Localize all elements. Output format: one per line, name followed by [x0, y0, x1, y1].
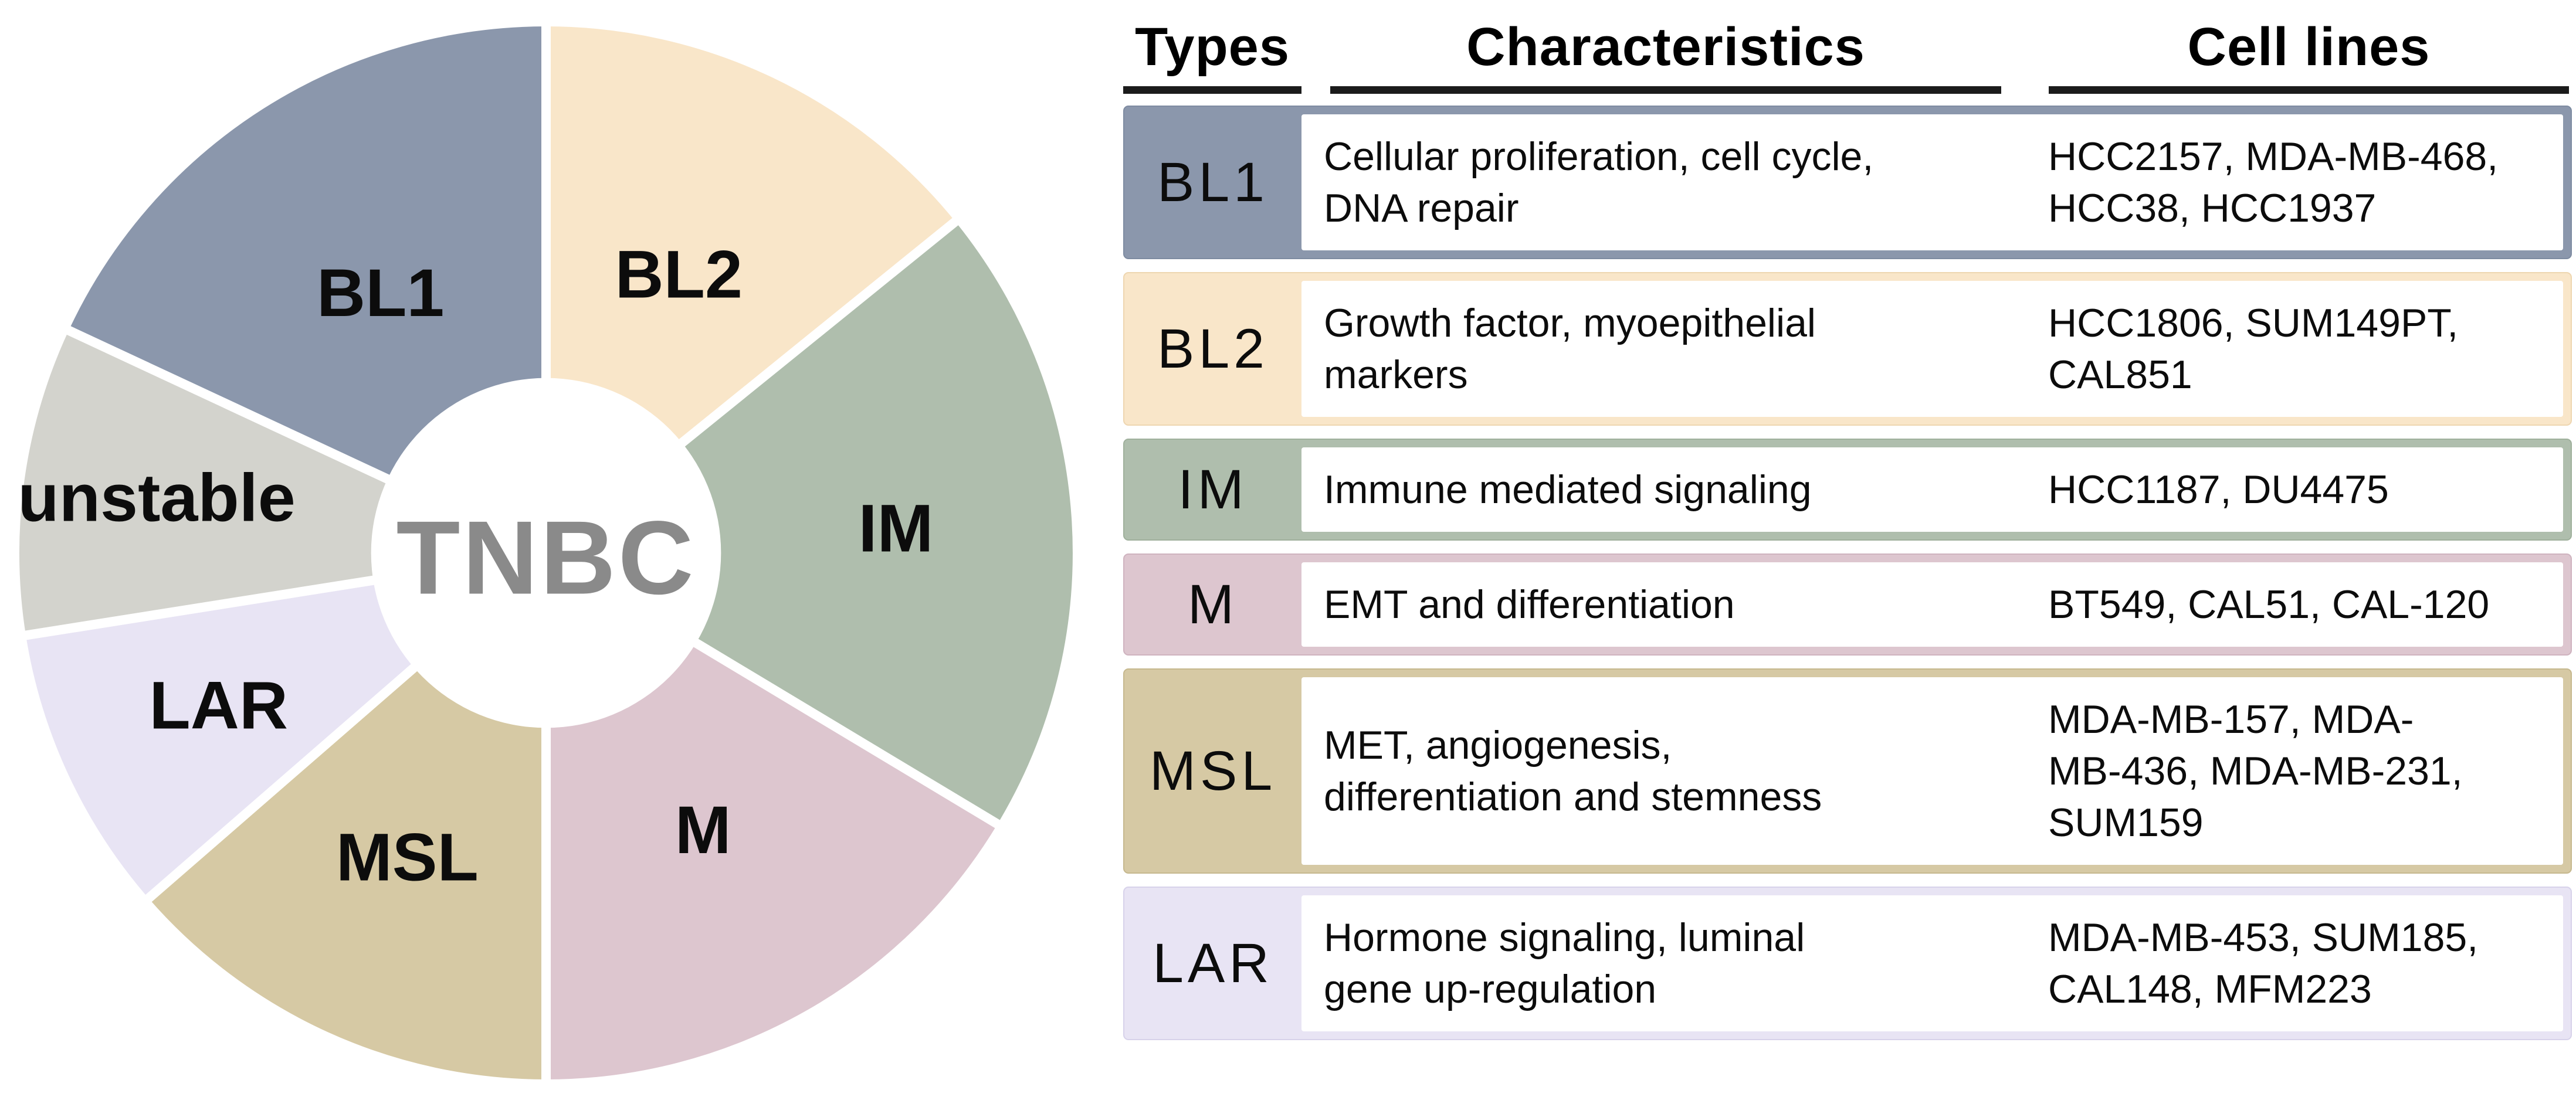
pie-slice-label-msl: MSL — [336, 820, 479, 895]
cell-lines-cell: HCC1187, DU4475 — [2048, 467, 2389, 512]
pie-slice-bl1 — [59, 17, 551, 558]
cell-lines-cell: BT549, CAL51, CAL-120 — [2048, 582, 2490, 627]
pie-center-circle — [371, 378, 721, 728]
characteristics-cell: Hormone signaling, luminal gene up-regul… — [1324, 915, 1805, 1011]
tnbc-subtypes-table: Types Characteristics Cell lines BL1 Cell… — [1123, 6, 2572, 1040]
table-row-m: M EMT and differentiation BT549, CAL51, CA… — [1123, 554, 2572, 656]
pie-slice-im — [541, 213, 1082, 831]
pie-slice-label-lar: LAR — [149, 668, 288, 743]
tnbc-pie-svg: TNBC BL2 IM M MSL LAR unstable BL1 — [9, 17, 1082, 1089]
characteristics-cell: MET, angiogenesis, differentiation and s… — [1324, 723, 1822, 819]
characteristics-cell: Cellular proliferation, cell cycle, DNA … — [1324, 134, 1874, 230]
characteristics-cell: EMT and differentiation — [1324, 582, 1735, 627]
table-header-row: Types Characteristics Cell lines — [1123, 6, 2572, 94]
row-content-panel: Hormone signaling, luminal gene up-regul… — [1301, 895, 2563, 1031]
pie-slice-label-bl2: BL2 — [615, 237, 743, 313]
type-cell: BL1 — [1157, 151, 1269, 213]
pie-slice-label-m: M — [675, 793, 731, 868]
cell-lines-cell: MDA-MB-453, SUM185, CAL148, MFM223 — [2048, 915, 2479, 1011]
tnbc-subtypes-pie: TNBC BL2 IM M MSL LAR unstable BL1 — [0, 7, 1092, 1099]
table-body: BL1 Cellular proliferation, cell cycle, D… — [1123, 106, 2572, 1040]
cell-lines-cell: MDA-MB-157, MDA- MB-436, MDA-MB-231, SUM… — [2048, 697, 2463, 845]
row-content-panel: Growth factor, myoepithelial markers HCC1… — [1301, 281, 2563, 417]
table-row-im: IM Immune mediated signaling HCC1187, DU44… — [1123, 439, 2572, 541]
row-content-panel: MET, angiogenesis, differentiation and s… — [1301, 677, 2563, 865]
row-content-panel: Immune mediated signaling HCC1187, DU4475 — [1301, 447, 2563, 532]
column-header-characteristics: Characteristics — [1330, 6, 2001, 94]
type-cell: IM — [1178, 458, 1248, 521]
type-cell: M — [1187, 573, 1239, 636]
type-cell: LAR — [1153, 932, 1273, 994]
column-header-cell-lines: Cell lines — [2049, 6, 2569, 94]
pie-slice-label-bl1: BL1 — [317, 256, 444, 331]
cell-lines-cell: HCC1806, SUM149PT, CAL851 — [2048, 301, 2459, 397]
pie-slice-label-unstable: unstable — [18, 461, 295, 536]
type-cell: BL2 — [1157, 317, 1269, 380]
characteristics-cell: Immune mediated signaling — [1324, 467, 1812, 512]
pie-center-label: TNBC — [396, 500, 696, 616]
cell-lines-cell: HCC2157, MDA-MB-468, HCC38, HCC1937 — [2048, 134, 2499, 230]
type-cell: MSL — [1149, 739, 1277, 802]
table-row-bl1: BL1 Cellular proliferation, cell cycle, D… — [1123, 106, 2572, 259]
row-content-panel: EMT and differentiation BT549, CAL51, CAL… — [1301, 562, 2563, 647]
table-row-lar: LAR Hormone signaling, luminal gene up-re… — [1123, 887, 2572, 1040]
table-row-bl2: BL2 Growth factor, myoepithelial markers H… — [1123, 272, 2572, 426]
table-row-msl: MSL MET, angiogenesis, differentiation an… — [1123, 668, 2572, 874]
row-content-panel: Cellular proliferation, cell cycle, DNA … — [1301, 114, 2563, 250]
column-header-types: Types — [1123, 6, 1301, 94]
pie-slice-label-im: IM — [859, 491, 934, 566]
characteristics-cell: Growth factor, myoepithelial markers — [1324, 301, 1816, 397]
